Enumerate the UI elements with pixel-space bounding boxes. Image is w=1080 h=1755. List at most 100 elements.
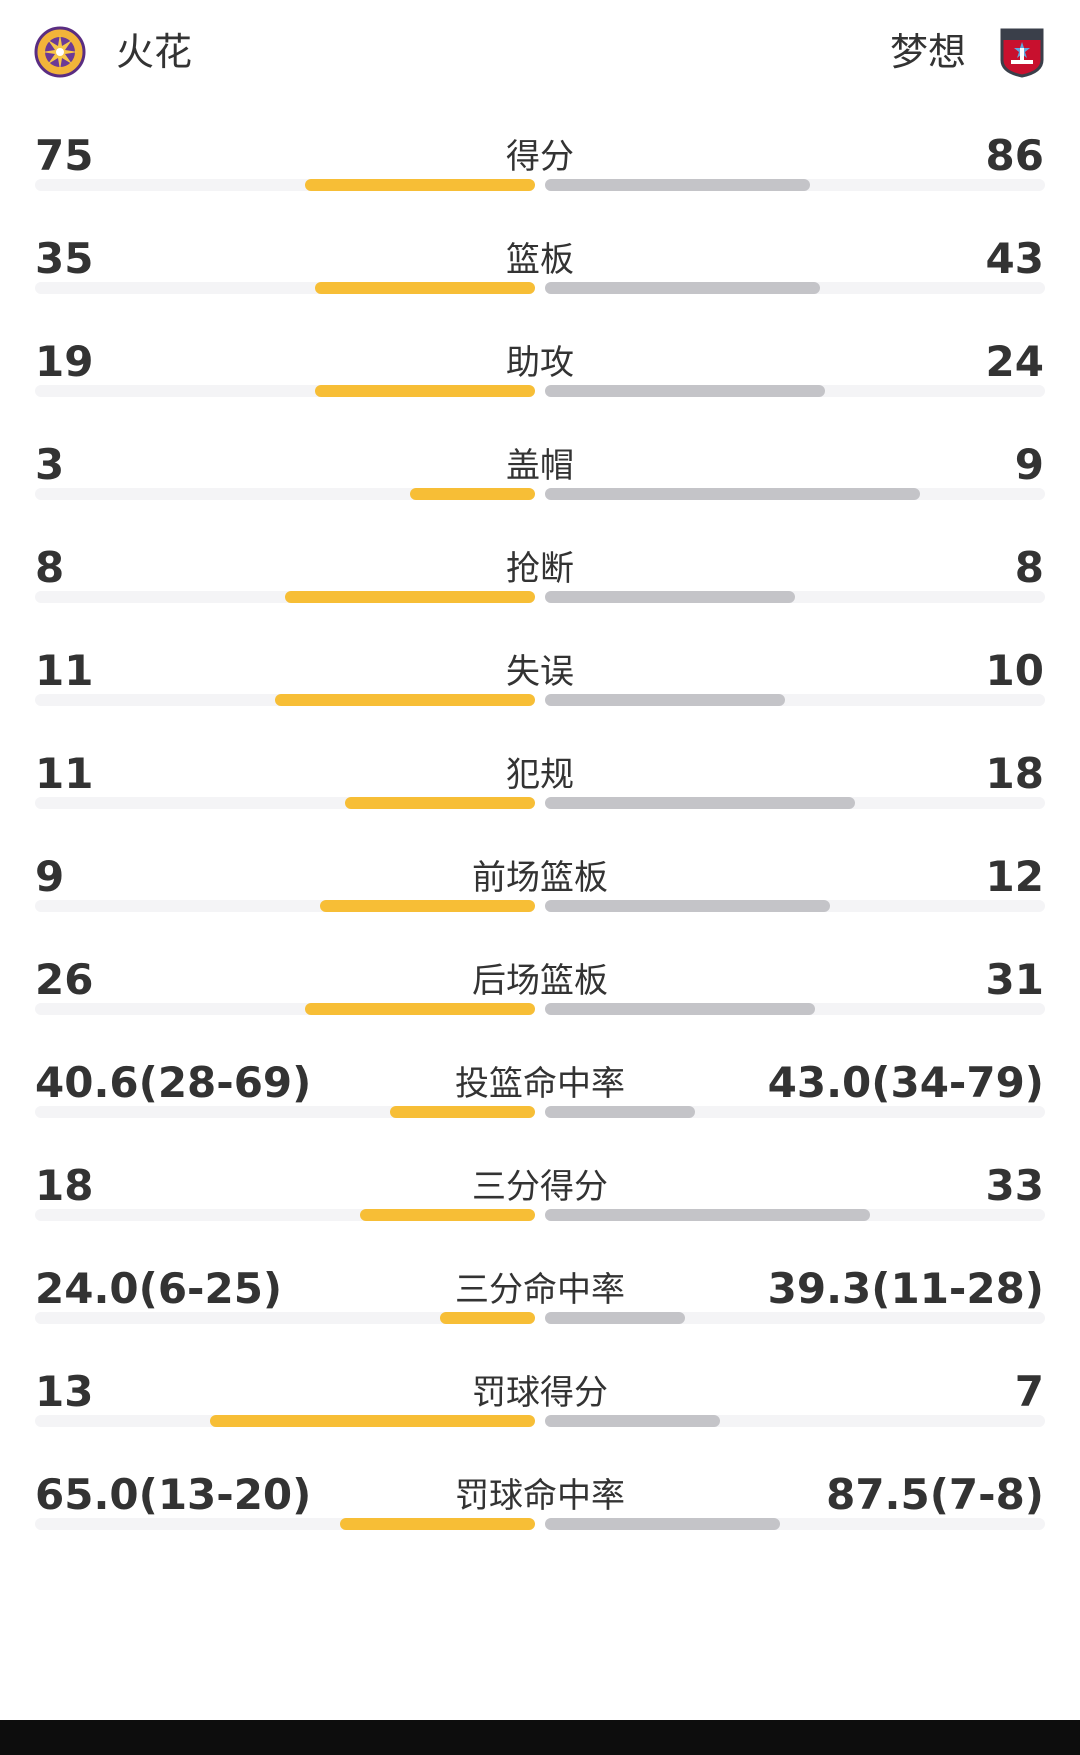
home-stat-value: 40.6(28-69) — [35, 1058, 312, 1107]
stat-label: 助攻 — [506, 343, 574, 383]
away-stat-value: 12 — [985, 852, 1044, 901]
away-bar-track — [545, 282, 1045, 294]
away-stat-value: 43 — [985, 234, 1044, 283]
home-bar-track — [35, 1003, 535, 1015]
away-bar-track — [545, 694, 1045, 706]
stat-row: 13 罚球得分 7 — [0, 1364, 1080, 1464]
stat-label: 三分得分 — [472, 1167, 608, 1207]
away-stat-value: 43.0(34-79) — [767, 1058, 1044, 1107]
stat-row: 40.6(28-69) 投篮命中率 43.0(34-79) — [0, 1055, 1080, 1155]
footer-band — [0, 1720, 1080, 1755]
home-bar-track — [35, 591, 535, 603]
away-bar-track — [545, 797, 1045, 809]
stat-label: 盖帽 — [506, 446, 574, 486]
stat-label: 抢断 — [506, 549, 574, 589]
home-stat-bar — [275, 694, 535, 706]
away-stat-value: 33 — [985, 1161, 1044, 1210]
away-stat-value: 31 — [985, 955, 1044, 1004]
home-stat-value: 18 — [35, 1161, 94, 1210]
away-bar-track — [545, 1415, 1045, 1427]
away-stat-bar — [545, 1003, 815, 1015]
stat-label: 前场篮板 — [472, 858, 608, 898]
away-bar-track — [545, 179, 1045, 191]
away-stat-bar — [545, 591, 795, 603]
home-stat-bar — [305, 1003, 535, 1015]
stat-label: 罚球命中率 — [455, 1476, 625, 1516]
away-bar-track — [545, 488, 1045, 500]
away-team-name: 梦想 — [889, 30, 966, 74]
away-stat-value: 8 — [1014, 543, 1044, 592]
away-stat-value: 87.5(7-8) — [826, 1470, 1044, 1519]
home-stat-bar — [410, 488, 535, 500]
home-stat-bar — [345, 797, 535, 809]
team-header: 火花 梦想 — [0, 0, 1080, 110]
stat-label: 投篮命中率 — [455, 1064, 625, 1104]
away-stat-value: 9 — [1014, 440, 1044, 489]
home-stat-bar — [390, 1106, 535, 1118]
stat-row: 65.0(13-20) 罚球命中率 87.5(7-8) — [0, 1467, 1080, 1567]
home-stat-value: 3 — [35, 440, 65, 489]
home-stat-value: 24.0(6-25) — [35, 1264, 283, 1313]
home-team-name: 火花 — [116, 30, 193, 74]
home-stat-bar — [440, 1312, 535, 1324]
away-bar-track — [545, 591, 1045, 603]
stat-row: 8 抢断 8 — [0, 540, 1080, 640]
home-bar-track — [35, 488, 535, 500]
away-stat-bar — [545, 488, 920, 500]
home-stat-value: 8 — [35, 543, 65, 592]
home-bar-track — [35, 694, 535, 706]
stat-row: 35 篮板 43 — [0, 231, 1080, 331]
home-stat-value: 9 — [35, 852, 65, 901]
away-stat-value: 24 — [985, 337, 1044, 386]
away-bar-track — [545, 900, 1045, 912]
away-bar-track — [545, 1518, 1045, 1530]
home-bar-track — [35, 900, 535, 912]
dream-logo-icon — [1000, 28, 1044, 78]
away-stat-value: 39.3(11-28) — [767, 1264, 1044, 1313]
stat-label: 犯规 — [506, 755, 574, 795]
home-stat-value: 75 — [35, 131, 94, 180]
away-bar-track — [545, 1106, 1045, 1118]
home-stat-bar — [305, 179, 535, 191]
home-stat-value: 65.0(13-20) — [35, 1470, 312, 1519]
stat-row: 3 盖帽 9 — [0, 437, 1080, 537]
home-bar-track — [35, 1106, 535, 1118]
away-stat-bar — [545, 1106, 695, 1118]
home-stat-bar — [315, 282, 535, 294]
stat-row: 26 后场篮板 31 — [0, 952, 1080, 1052]
away-stat-bar — [545, 797, 855, 809]
home-bar-track — [35, 179, 535, 191]
home-stat-bar — [360, 1209, 535, 1221]
home-stat-bar — [340, 1518, 535, 1530]
home-stat-value: 35 — [35, 234, 94, 283]
stat-label: 三分命中率 — [455, 1270, 625, 1310]
away-stat-bar — [545, 1415, 720, 1427]
home-stat-value: 11 — [35, 646, 94, 695]
home-stat-bar — [285, 591, 535, 603]
away-bar-track — [545, 1209, 1045, 1221]
stat-label: 后场篮板 — [472, 961, 608, 1001]
away-stat-value: 10 — [985, 646, 1044, 695]
home-bar-track — [35, 385, 535, 397]
away-stat-bar — [545, 1209, 870, 1221]
stat-label: 篮板 — [506, 240, 574, 280]
stat-row: 24.0(6-25) 三分命中率 39.3(11-28) — [0, 1261, 1080, 1361]
away-stat-value: 7 — [1014, 1367, 1044, 1416]
stat-row: 11 失误 10 — [0, 643, 1080, 743]
sparks-logo-icon — [34, 26, 86, 78]
home-bar-track — [35, 797, 535, 809]
stat-row: 9 前场篮板 12 — [0, 849, 1080, 949]
away-stat-value: 86 — [985, 131, 1044, 180]
home-stat-value: 26 — [35, 955, 94, 1004]
home-bar-track — [35, 1415, 535, 1427]
stat-label: 罚球得分 — [472, 1373, 608, 1413]
stat-row: 19 助攻 24 — [0, 334, 1080, 434]
away-stat-bar — [545, 1518, 780, 1530]
home-stat-bar — [210, 1415, 535, 1427]
home-stat-bar — [320, 900, 535, 912]
home-bar-track — [35, 282, 535, 294]
home-stat-value: 11 — [35, 749, 94, 798]
home-stat-value: 13 — [35, 1367, 94, 1416]
away-stat-bar — [545, 1312, 685, 1324]
